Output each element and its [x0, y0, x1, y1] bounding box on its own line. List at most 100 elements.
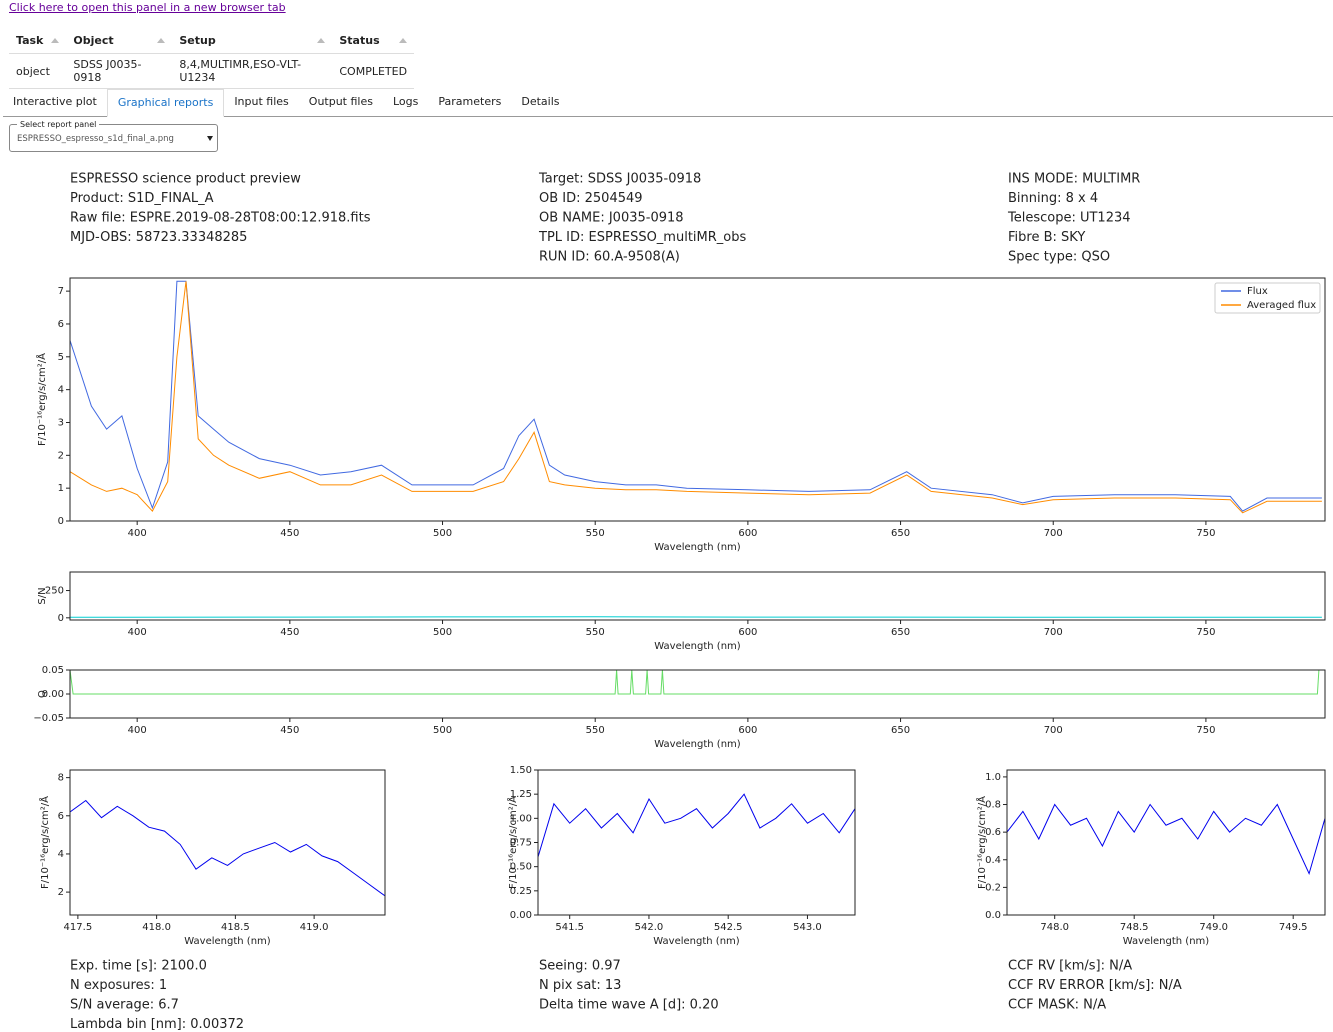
- info-text: Spec type: QSO: [1008, 250, 1110, 265]
- x-tick-label: 748.5: [1120, 922, 1149, 933]
- header-text: Task: [16, 33, 44, 47]
- x-tick-label: 542.0: [635, 922, 664, 933]
- x-tick-label: 700: [1044, 725, 1063, 736]
- tab[interactable]: Input files: [234, 95, 289, 108]
- info-text: Lambda bin [nm]: 0.00372: [70, 1017, 244, 1032]
- x-tick-label: 400: [128, 528, 147, 539]
- tab[interactable]: Output files: [308, 95, 373, 108]
- y-tick-label: −0.05: [33, 713, 64, 724]
- y-tick-label: 0.6: [985, 827, 1001, 838]
- x-tick-label: 450: [280, 725, 299, 736]
- data-line: [70, 799, 385, 897]
- x-tick-label: 749.5: [1279, 922, 1308, 933]
- select-value: ESPRESSO_espresso_s1d_final_a.png: [17, 134, 174, 144]
- info-text: MJD-OBS: 58723.33348285: [70, 230, 247, 245]
- y-tick-label: 0.50: [510, 862, 532, 873]
- info-text: Exp. time [s]: 2100.0: [70, 959, 207, 974]
- tab[interactable]: Parameters: [438, 95, 502, 108]
- y-tick-label: 4: [58, 385, 64, 396]
- data-line: [70, 670, 1320, 695]
- info-text: S/N average: 6.7: [70, 998, 179, 1013]
- data-line: [70, 280, 1322, 512]
- x-tick-label: 550: [586, 627, 605, 638]
- x-tick-label: 750: [1196, 627, 1215, 638]
- tab[interactable]: Graphical reports: [106, 89, 225, 117]
- y-tick-label: 0: [58, 613, 64, 624]
- x-tick-label: 543.0: [793, 922, 822, 933]
- info-text: ESPRESSO science product preview: [70, 172, 301, 187]
- y-axis-label: F/10⁻¹⁶erg/s/cm²/Å: [35, 353, 48, 446]
- info-text: Raw file: ESPRE.2019-08-28T08:00:12.918.…: [70, 211, 371, 226]
- y-tick-label: 0.00: [510, 910, 532, 921]
- y-tick-label: 250: [45, 586, 64, 597]
- x-tick-label: 542.5: [714, 922, 743, 933]
- data-line: [538, 793, 855, 858]
- tab[interactable]: Logs: [392, 95, 419, 108]
- x-tick-label: 417.5: [64, 922, 93, 933]
- info-text: TPL ID: ESPRESSO_multiMR_obs: [538, 230, 746, 245]
- y-tick-label: 0.25: [510, 886, 532, 897]
- y-tick-label: 1: [58, 483, 64, 494]
- cell: object: [9, 53, 67, 89]
- x-tick-label: 400: [128, 725, 147, 736]
- info-text: Binning: 8 x 4: [1008, 191, 1098, 206]
- y-tick-label: 6: [58, 811, 64, 822]
- table-row[interactable]: object SDSS J0035-0918 8,4,MULTIMR,ESO-V…: [9, 53, 415, 89]
- info-text: RUN ID: 60.A-9508(A): [539, 250, 680, 265]
- info-text: Product: S1D_FINAL_A: [70, 191, 214, 206]
- tab[interactable]: Details: [521, 95, 560, 108]
- column-header[interactable]: Object: [66, 27, 173, 54]
- plot-frame: [69, 277, 1326, 522]
- y-tick-label: 0.00: [42, 689, 64, 700]
- info-text: Telescope: UT1234: [1007, 211, 1131, 226]
- cell: COMPLETED: [332, 53, 415, 89]
- x-tick-label: 450: [280, 627, 299, 638]
- info-text: Fibre B: SKY: [1008, 230, 1085, 245]
- dropdown-arrow: [207, 136, 213, 141]
- x-axis-label: Wavelength (nm): [1123, 936, 1209, 947]
- plot-frame: [537, 769, 856, 916]
- x-tick-label: 500: [433, 725, 452, 736]
- y-tick-label: 2: [58, 887, 64, 898]
- x-tick-label: 600: [738, 725, 757, 736]
- y-tick-label: 1.0: [985, 772, 1001, 783]
- legend-box: [1214, 282, 1321, 314]
- column-header[interactable]: Task: [9, 27, 67, 54]
- x-axis-label: Wavelength (nm): [653, 936, 739, 947]
- plot-frame: [1006, 769, 1326, 916]
- y-axis-label: F/10⁻¹⁶erg/s/cm²/Å: [506, 796, 519, 889]
- x-tick-label: 418.5: [221, 922, 250, 933]
- x-tick-label: 749.0: [1199, 922, 1228, 933]
- info-text: Seeing: 0.97: [539, 959, 621, 974]
- x-tick-label: 700: [1044, 627, 1063, 638]
- x-axis-label: Wavelength (nm): [654, 739, 740, 750]
- header-text: Object: [73, 33, 114, 47]
- x-tick-label: 748.0: [1040, 922, 1069, 933]
- y-tick-label: 5: [58, 352, 64, 363]
- column-header[interactable]: Status: [332, 27, 415, 54]
- header-text: Status: [339, 33, 380, 47]
- x-tick-label: 418.0: [142, 922, 171, 933]
- info-text: OB NAME: J0035-0918: [539, 211, 684, 226]
- tab[interactable]: Interactive plot: [13, 95, 97, 108]
- plot-frame: [69, 571, 1326, 621]
- task-table: Task Object Setup Status object SDSS J00…: [9, 27, 415, 89]
- open-panel-link[interactable]: Click here to open this panel in a new b…: [9, 1, 286, 14]
- x-tick-label: 550: [586, 725, 605, 736]
- y-axis-label: S/N: [37, 587, 48, 604]
- x-tick-label: 419.0: [300, 922, 329, 933]
- x-axis-label: Wavelength (nm): [654, 641, 740, 652]
- column-header[interactable]: Setup: [172, 27, 333, 54]
- sort-arrow: [51, 38, 60, 43]
- plot-frame: [69, 769, 386, 916]
- y-tick-label: 3: [58, 417, 64, 428]
- y-tick-label: 0.4: [985, 855, 1001, 866]
- x-axis-label: Wavelength (nm): [654, 542, 740, 553]
- y-tick-label: 0.0: [985, 910, 1001, 921]
- x-tick-label: 500: [433, 627, 452, 638]
- report-select[interactable]: Select report panel ESPRESSO_espresso_s1…: [9, 120, 218, 152]
- y-tick-label: 1.50: [510, 765, 532, 776]
- y-axis-label: Q: [37, 690, 48, 698]
- cell: SDSS J0035-0918: [66, 53, 173, 89]
- cell: 8,4,MULTIMR,ESO-VLT-U1234: [172, 53, 333, 89]
